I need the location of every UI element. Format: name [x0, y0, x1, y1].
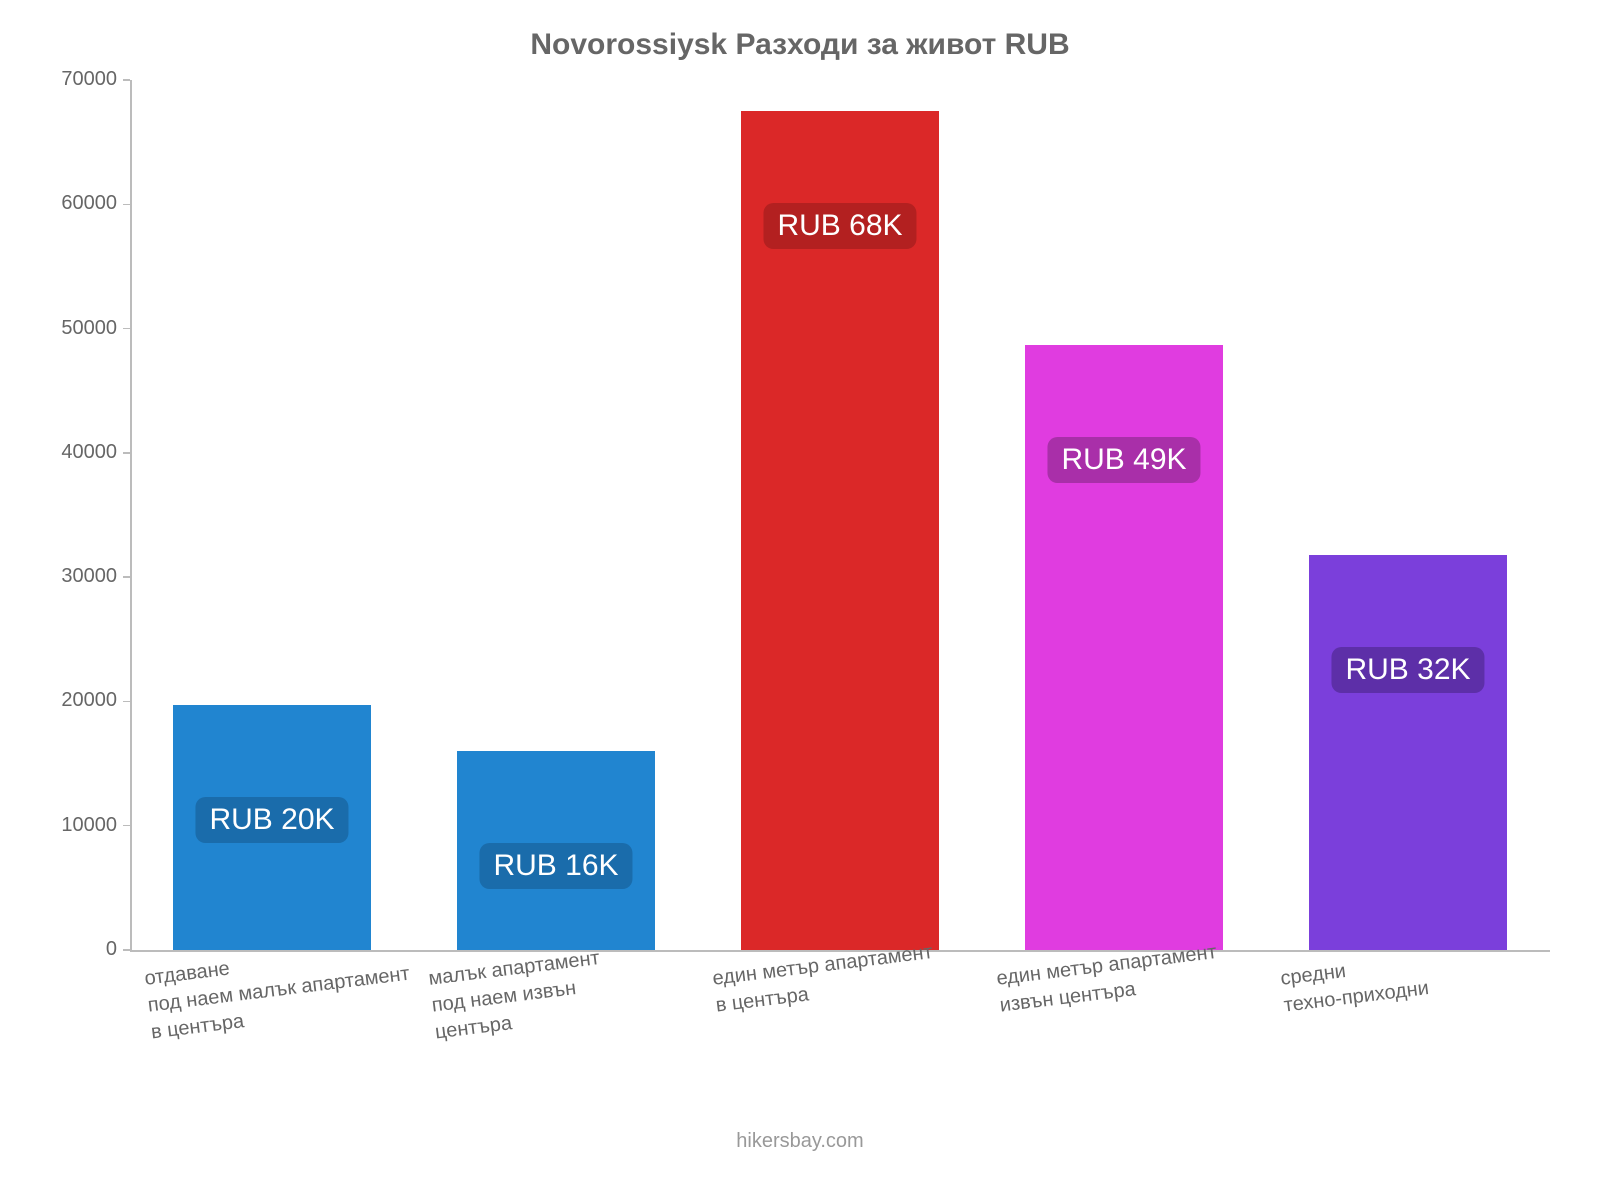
y-tick-mark — [123, 328, 130, 330]
y-tick-mark — [123, 576, 130, 578]
x-category-label: средни техно-приходни — [1279, 948, 1430, 1019]
y-tick-label: 60000 — [17, 192, 117, 215]
y-tick-mark — [123, 825, 130, 827]
plot-area: 010000200003000040000500006000070000RUB … — [130, 80, 1550, 950]
y-tick-label: 0 — [17, 938, 117, 961]
bar — [1309, 555, 1508, 950]
bar-chart: Novorossiysk Разходи за живот RUB 010000… — [0, 0, 1600, 1200]
y-tick-mark — [123, 701, 130, 703]
y-tick-mark — [123, 79, 130, 81]
y-tick-label: 70000 — [17, 68, 117, 91]
y-tick-label: 50000 — [17, 317, 117, 340]
bar-value-label: RUB 20K — [195, 797, 348, 843]
x-category-label: малък апартамент под наем извън центъра — [427, 945, 608, 1046]
chart-title: Novorossiysk Разходи за живот RUB — [0, 28, 1600, 62]
y-axis-line — [130, 80, 132, 950]
y-tick-label: 20000 — [17, 689, 117, 712]
bar-value-label: RUB 68K — [763, 203, 916, 249]
bar — [1025, 345, 1224, 950]
y-tick-mark — [123, 204, 130, 206]
y-tick-label: 10000 — [17, 814, 117, 837]
y-tick-label: 40000 — [17, 441, 117, 464]
y-tick-mark — [123, 452, 130, 454]
chart-footer: hikersbay.com — [0, 1130, 1600, 1153]
bar-value-label: RUB 32K — [1331, 647, 1484, 693]
bar-value-label: RUB 49K — [1047, 437, 1200, 483]
bar-value-label: RUB 16K — [479, 843, 632, 889]
y-tick-mark — [123, 949, 130, 951]
y-tick-label: 30000 — [17, 565, 117, 588]
